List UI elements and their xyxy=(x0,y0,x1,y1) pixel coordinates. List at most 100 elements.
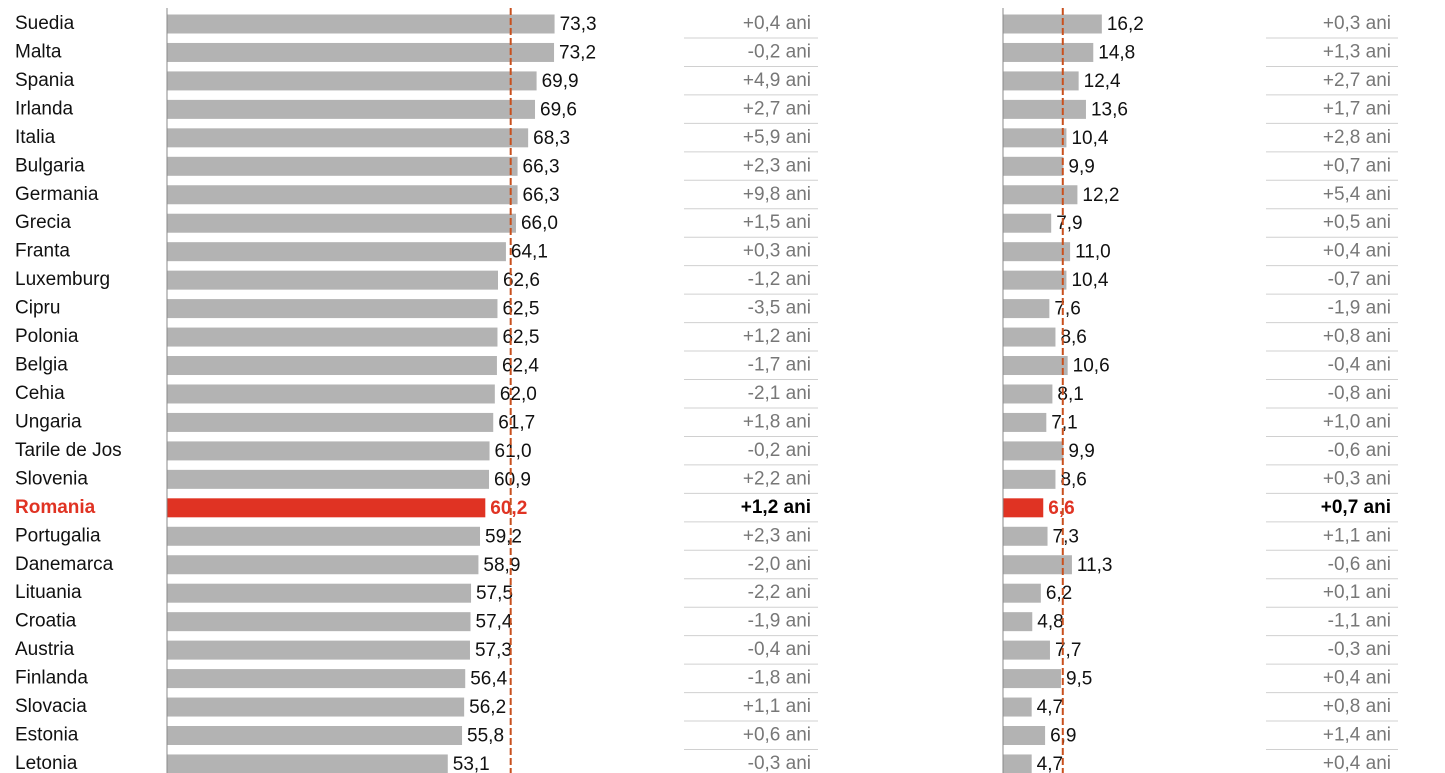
change-label: +0,8 ani xyxy=(1323,696,1391,717)
bar xyxy=(167,526,481,546)
value-label: 4,7 xyxy=(1037,697,1063,718)
value-label: 56,2 xyxy=(469,697,506,718)
value-label: 55,8 xyxy=(467,726,504,747)
value-label: 58,9 xyxy=(483,555,520,576)
bar xyxy=(1003,128,1067,148)
category-label: Estonia xyxy=(15,725,79,746)
value-label: 66,3 xyxy=(523,185,560,206)
value-label: 10,6 xyxy=(1073,356,1110,377)
value-label: 13,6 xyxy=(1091,99,1128,120)
change-label: -0,3 ani xyxy=(1328,639,1391,660)
value-label: 62,4 xyxy=(502,356,539,377)
change-label: -2,1 ani xyxy=(748,383,811,404)
bar xyxy=(1003,384,1053,404)
value-label: 60,9 xyxy=(494,469,531,490)
bar xyxy=(167,612,471,632)
change-label: +0,8 ani xyxy=(1323,326,1391,347)
change-label: +1,3 ani xyxy=(1323,41,1391,62)
bar xyxy=(1003,14,1102,34)
value-label: 4,8 xyxy=(1037,612,1063,633)
value-label: 60,2 xyxy=(490,498,527,519)
change-label: +1,8 ani xyxy=(743,411,811,432)
change-label: -1,2 ani xyxy=(748,269,811,290)
bar xyxy=(167,469,490,489)
value-label: 62,6 xyxy=(503,270,540,291)
category-label: Slovacia xyxy=(15,696,87,717)
category-label: Belgia xyxy=(15,355,68,376)
bar xyxy=(1003,498,1044,518)
change-label: +1,0 ani xyxy=(1323,411,1391,432)
bar xyxy=(1003,185,1078,205)
bar xyxy=(1003,612,1033,632)
change-label: -1,9 ani xyxy=(748,611,811,632)
change-label: +1,2 ani xyxy=(741,497,811,518)
value-label: 14,8 xyxy=(1098,42,1135,63)
change-label: -1,9 ani xyxy=(1328,298,1391,319)
value-label: 9,5 xyxy=(1066,669,1092,690)
category-label: Slovenia xyxy=(15,468,88,489)
bar xyxy=(1003,356,1068,376)
bar xyxy=(167,213,516,233)
value-label: 6,6 xyxy=(1048,498,1074,519)
bar xyxy=(1003,583,1041,603)
bar xyxy=(167,14,555,34)
category-label: Polonia xyxy=(15,326,79,347)
bar xyxy=(167,156,518,176)
category-label: Ungaria xyxy=(15,411,82,432)
bar xyxy=(1003,99,1086,119)
change-label: -2,0 ani xyxy=(748,554,811,575)
bar xyxy=(1003,71,1079,91)
bar xyxy=(1003,469,1056,489)
bar xyxy=(167,640,470,660)
change-label: +0,4 ani xyxy=(743,13,811,34)
change-label: +2,3 ani xyxy=(743,155,811,176)
value-label: 69,9 xyxy=(542,71,579,92)
category-label: Italia xyxy=(15,127,56,148)
change-label: +0,6 ani xyxy=(743,725,811,746)
category-label: Austria xyxy=(15,639,75,660)
value-label: 62,5 xyxy=(502,327,539,348)
bar xyxy=(167,441,490,461)
value-label: 10,4 xyxy=(1071,270,1108,291)
value-label: 8,6 xyxy=(1060,327,1086,348)
value-label: 9,9 xyxy=(1068,441,1094,462)
change-label: +0,3 ani xyxy=(1323,468,1391,489)
bar xyxy=(1003,242,1071,262)
category-label: Luxemburg xyxy=(15,269,110,290)
change-label: -1,8 ani xyxy=(748,668,811,689)
change-label: +0,3 ani xyxy=(743,241,811,262)
value-label: 7,1 xyxy=(1051,412,1077,433)
value-label: 62,0 xyxy=(500,384,537,405)
bar xyxy=(167,242,506,262)
category-label: Franta xyxy=(15,241,70,262)
bar xyxy=(167,356,497,376)
change-label: -2,2 ani xyxy=(748,582,811,603)
change-label: +2,2 ani xyxy=(743,468,811,489)
bar xyxy=(1003,270,1067,290)
change-label: -0,3 ani xyxy=(748,753,811,773)
change-label: +0,5 ani xyxy=(1323,212,1391,233)
value-label: 6,2 xyxy=(1046,583,1072,604)
value-label: 66,3 xyxy=(523,156,560,177)
category-label: Bulgaria xyxy=(15,155,85,176)
bar xyxy=(1003,412,1047,432)
category-label: Germania xyxy=(15,184,99,205)
category-label: Croatia xyxy=(15,611,77,632)
change-label: +2,3 ani xyxy=(743,525,811,546)
bar xyxy=(1003,669,1061,689)
value-label: 12,2 xyxy=(1082,185,1119,206)
category-label: Grecia xyxy=(15,212,71,233)
bar xyxy=(167,299,498,319)
change-label: -1,7 ani xyxy=(748,355,811,376)
change-label: -1,1 ani xyxy=(1328,611,1391,632)
bar xyxy=(167,498,486,518)
change-label: -0,6 ani xyxy=(1328,440,1391,461)
bar xyxy=(167,412,494,432)
value-label: 61,7 xyxy=(498,412,535,433)
category-label: Portugalia xyxy=(15,525,101,546)
bar xyxy=(167,128,529,148)
change-label: +5,4 ani xyxy=(1323,184,1391,205)
change-label: -0,8 ani xyxy=(1328,383,1391,404)
